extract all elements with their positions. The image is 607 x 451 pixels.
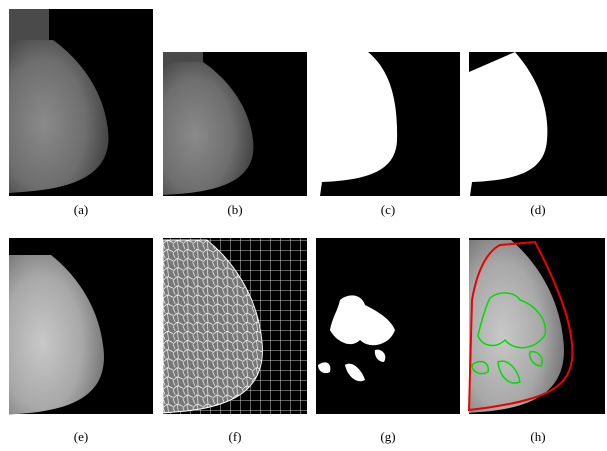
caption: (g) (380, 429, 395, 444)
caption: (e) (74, 429, 88, 444)
panel-c (316, 52, 460, 196)
panel-a (9, 9, 153, 196)
caption: (f) (229, 429, 242, 444)
caption: (c) (381, 202, 395, 217)
panel-d (469, 52, 607, 196)
panel-e (9, 238, 153, 415)
caption: (a) (74, 202, 88, 217)
panel-b (163, 52, 307, 196)
figure: (a) (b) (c) (d) (e) (f) (g) (h) (0, 0, 607, 451)
caption: (b) (227, 202, 242, 217)
page: {"figure": {"captions": ["(a)", "(b)", "… (0, 0, 607, 451)
caption: (d) (530, 202, 545, 217)
panel-f (163, 238, 307, 414)
panel-h (469, 238, 605, 414)
panel-g (316, 238, 460, 414)
caption: (h) (530, 429, 545, 444)
